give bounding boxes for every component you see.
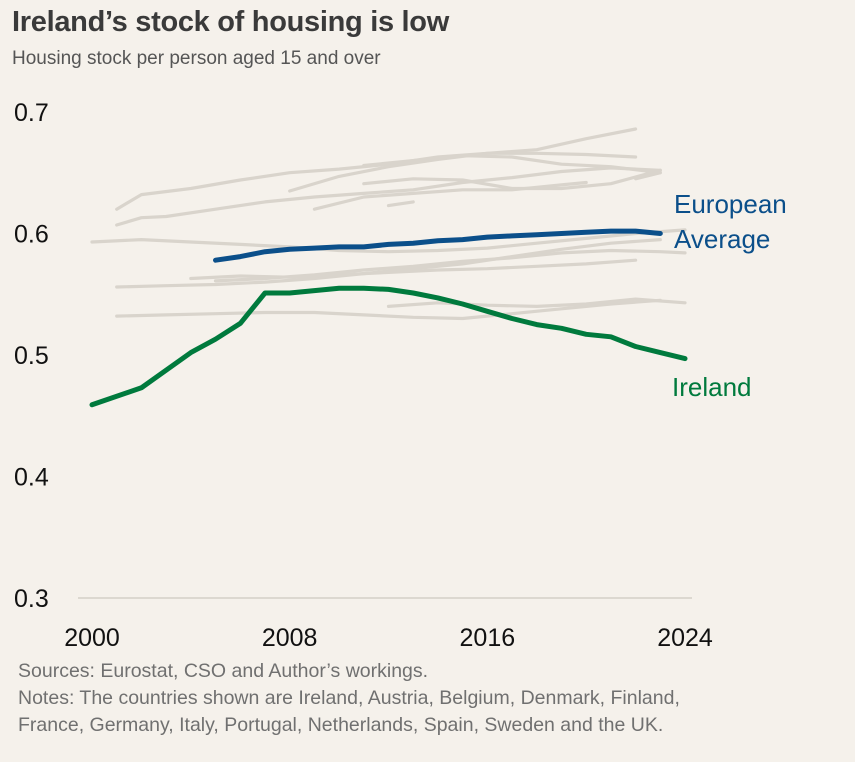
x-tick-label: 2008	[262, 624, 318, 650]
country-series-line	[189, 258, 638, 281]
country-series-line	[362, 168, 662, 191]
country-series-line	[386, 200, 415, 208]
chart-plot: 0.3 0.4 0.5 0.6 0.7 2000 2008 2016 2024 European A…	[14, 99, 787, 650]
x-tick-label: 2000	[64, 624, 120, 650]
country-series-line	[386, 297, 687, 308]
country-series-line	[115, 166, 662, 227]
y-tick-label: 0.7	[14, 99, 49, 127]
y-tick-label: 0.3	[14, 585, 49, 613]
country-series-line	[115, 298, 662, 321]
sources-note: Sources: Eurostat, CSO and Author’s work…	[18, 660, 429, 682]
european-average-label-line2: Average	[674, 224, 770, 254]
country-series-line	[90, 228, 687, 254]
x-tick-label: 2016	[460, 624, 516, 650]
notes-line-2: France, Germany, Italy, Portugal, Nether…	[18, 714, 664, 736]
european-average-series-line	[213, 228, 663, 263]
notes-line-1: Notes: The countries shown are Ireland, …	[18, 687, 680, 709]
y-tick-label: 0.5	[14, 342, 49, 370]
country-series-line	[312, 180, 588, 211]
country-series-line	[362, 154, 662, 175]
ireland-label: Ireland	[672, 372, 752, 402]
country-series-line	[634, 171, 662, 181]
chart-footnotes: Sources: Eurostat, CSO and Author’s work…	[18, 658, 680, 739]
x-tick-label: 2024	[657, 624, 713, 650]
ireland-series-line	[89, 285, 688, 408]
european-average-label-line1: European	[674, 189, 787, 219]
chart-title: Ireland’s stock of housing is low	[12, 6, 449, 38]
y-tick-label: 0.4	[14, 464, 49, 492]
y-tick-label: 0.6	[14, 221, 49, 249]
chart-subtitle: Housing stock per person aged 15 and ove…	[12, 48, 381, 69]
